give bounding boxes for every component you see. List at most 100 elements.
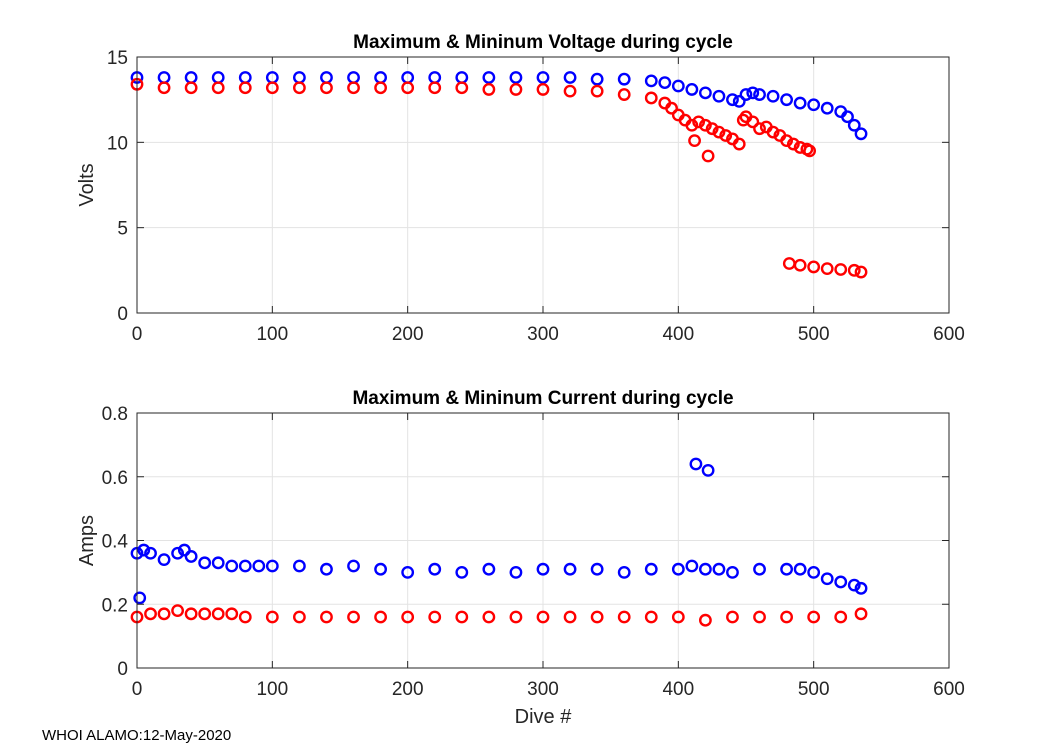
data-point [265,610,279,624]
data-point [211,607,225,621]
x-tick-label: 300 [527,679,559,700]
data-point [509,610,523,624]
data-point [847,263,861,277]
x-tick-label: 300 [527,324,559,345]
data-point [374,562,387,576]
x-tick-label: 400 [662,679,694,700]
data-point [455,565,469,579]
data-point [617,88,631,101]
data-point [157,81,171,95]
data-point [854,581,868,595]
data-point [401,81,415,95]
data-point [536,610,550,624]
x-tick-label: 500 [798,324,830,345]
data-point [807,260,821,274]
data-point [171,546,185,560]
data-point [746,86,760,100]
data-point [320,562,333,576]
data-point [211,81,225,95]
data-point [807,565,821,579]
data-point [536,71,550,84]
data-point [753,610,766,624]
data-point [685,83,699,96]
data-point [834,610,848,624]
footer-timestamp: WHOI ALAMO:12-May-2020 [42,727,232,744]
data-point [211,556,225,570]
data-point [590,84,604,98]
y-tick-label: 10 [107,133,128,154]
chart-title: Maximum & Mininum Voltage during cycle [353,32,733,53]
y-axis-label: Amps [76,515,98,566]
data-point [699,613,712,627]
data-point [854,127,868,141]
data-point [238,559,252,573]
data-point [536,562,550,576]
y-axis-label: Volts [76,163,98,206]
data-point [184,607,198,621]
data-point [133,591,147,605]
data-point [617,565,631,579]
data-point [225,607,239,621]
x-tick-label: 500 [798,679,830,700]
data-point [482,83,496,96]
data-point [265,81,279,95]
data-point [644,562,658,576]
data-point [780,562,793,576]
data-point [347,610,360,624]
data-point [685,559,699,573]
data-point [590,72,604,86]
x-tick-label: 200 [392,679,424,700]
data-point [665,101,678,115]
y-tick-label: 5 [117,219,128,240]
data-point [563,562,577,576]
y-tick-label: 0.4 [102,532,129,553]
x-tick-label: 100 [256,679,288,700]
data-point [719,129,733,142]
x-tick-label: 200 [392,324,424,345]
data-point [590,610,604,624]
data-point [854,607,868,621]
x-tick-label: 0 [132,679,143,700]
data-point [225,559,239,573]
data-point [820,262,834,276]
data-point [847,118,861,132]
data-point [265,559,279,573]
data-point [292,559,306,573]
data-point [834,575,848,589]
data-point [780,134,793,148]
data-point [688,134,701,148]
data-point [701,149,715,163]
data-point [320,610,333,624]
data-point [252,559,266,573]
data-point [198,607,212,621]
y-tick-label: 0.6 [102,468,128,489]
data-point [746,115,760,129]
data-point [144,546,157,560]
data-point [712,89,726,103]
data-point [854,265,868,279]
data-point [701,463,715,477]
series-maximum [130,457,868,605]
data-point [644,74,658,88]
data-point [689,457,703,471]
data-point [699,562,712,576]
chart-title: Maximum & Mininum Current during cycle [352,388,733,409]
data-point [198,556,212,570]
data-point [732,94,746,108]
data-point [617,72,631,86]
data-point [807,98,821,112]
data-point [455,610,469,624]
data-point [807,610,821,624]
data-point [428,610,442,624]
data-point [238,81,252,95]
data-point [482,71,496,84]
data-point [171,604,185,618]
data-point [177,543,191,557]
data-point [658,76,672,90]
y-tick-label: 0 [117,304,128,325]
data-point [347,559,360,573]
data-point [753,562,766,576]
data-point [644,610,658,624]
data-point [184,550,198,563]
